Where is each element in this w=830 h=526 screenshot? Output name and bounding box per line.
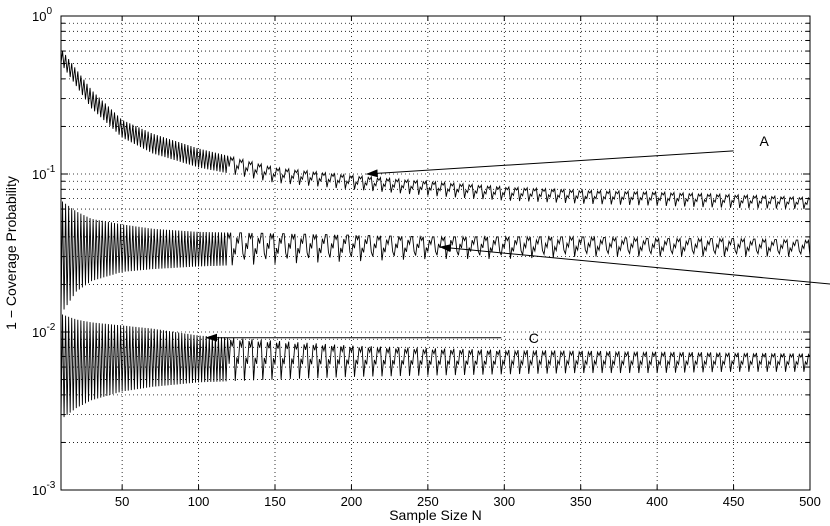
series-B xyxy=(60,201,811,315)
series-A xyxy=(60,50,811,210)
annotation-arrow-B xyxy=(439,244,830,285)
x-tick-label: 200 xyxy=(341,494,363,509)
annotations: ABC xyxy=(205,133,830,346)
x-tick-label: 150 xyxy=(264,494,286,509)
annotation-arrow-A xyxy=(365,150,734,178)
x-tick-label: 400 xyxy=(646,494,668,509)
y-axis-label: 1 − Coverage Probability xyxy=(3,176,19,330)
x-axis-label: Sample Size N xyxy=(389,507,482,523)
x-tick-label: 350 xyxy=(570,494,592,509)
x-tick-label: 100 xyxy=(188,494,210,509)
x-tick-label: 450 xyxy=(723,494,745,509)
series-layer xyxy=(60,50,811,420)
x-tick-label: 300 xyxy=(493,494,515,509)
annotation-label-A: A xyxy=(760,133,770,149)
x-tick-label: 500 xyxy=(799,494,821,509)
x-tick-label: 250 xyxy=(417,494,439,509)
x-tick-label: 50 xyxy=(115,494,129,509)
y-tick-label: 10-2 xyxy=(32,322,56,340)
grid xyxy=(61,16,810,490)
y-tick-label: 100 xyxy=(32,6,52,24)
ticks: 50 100 150 200 250 300 350 400 450 500 100 10-1 10-2… xyxy=(32,6,821,509)
plot-frame xyxy=(60,15,811,491)
series-C xyxy=(60,314,811,420)
y-tick-label: 10-3 xyxy=(32,480,56,498)
y-tick-label: 10-1 xyxy=(32,164,56,182)
annotation-label-C: C xyxy=(529,330,539,346)
